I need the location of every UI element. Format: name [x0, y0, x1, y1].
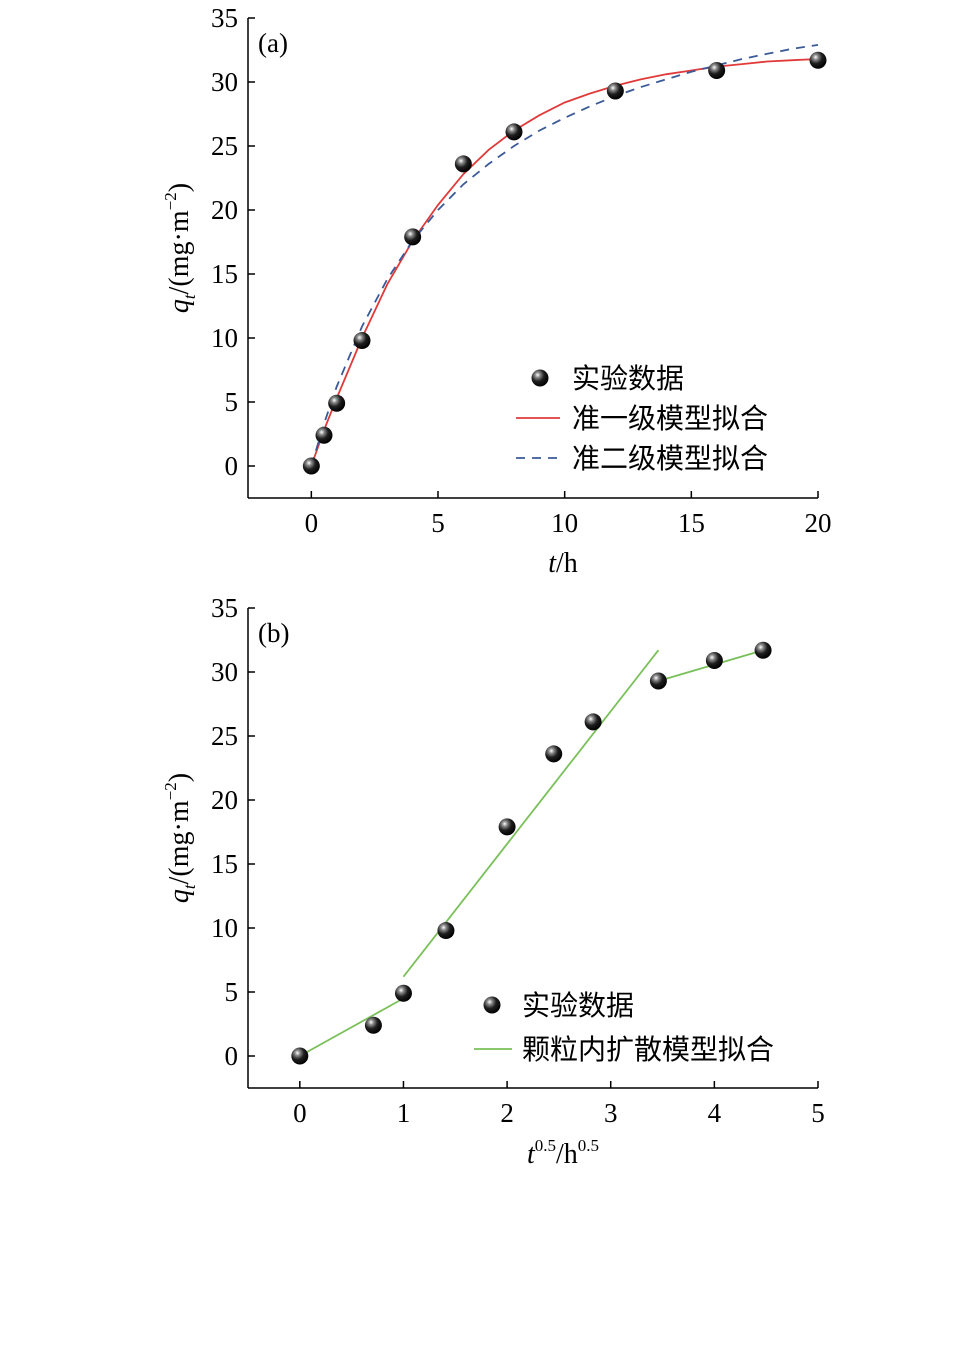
x-tick-label: 4	[708, 1098, 722, 1128]
legend-point-marker	[483, 996, 501, 1014]
y-tick-label: 0	[225, 451, 239, 481]
legend-label: 准二级模型拟合	[572, 442, 768, 475]
y-label-var: q	[164, 299, 195, 313]
y-tick-label: 30	[211, 657, 238, 687]
panel-label: (b)	[258, 618, 289, 648]
x-label-unit: /h	[556, 548, 578, 579]
data-point	[404, 228, 422, 246]
x-tick-label: 0	[293, 1098, 307, 1128]
data-point	[754, 641, 772, 659]
data-point	[364, 1016, 382, 1034]
data-point	[705, 651, 723, 669]
x-label-var: t	[527, 1139, 536, 1170]
data-point	[606, 82, 624, 100]
y-tick-label: 20	[211, 785, 238, 815]
y-label-exp: −2	[161, 782, 180, 800]
data-point	[505, 123, 523, 141]
x-tick-label: 3	[604, 1098, 618, 1128]
x-tick-label: 1	[397, 1098, 411, 1128]
y-tick-label: 5	[225, 387, 239, 417]
y-label-sub: t	[180, 883, 199, 889]
legend-label: 准一级模型拟合	[572, 402, 768, 435]
y-label-close: )	[164, 773, 195, 782]
y-tick-label: 35	[211, 3, 238, 33]
y-axis-label: qt/(mg·m−2)	[161, 183, 199, 313]
x-tick-label: 10	[551, 508, 578, 538]
y-tick-label: 15	[211, 259, 238, 289]
data-point	[437, 922, 455, 940]
y-label-var: q	[164, 889, 195, 903]
y-tick-label: 10	[211, 913, 238, 943]
y-tick-label: 35	[211, 593, 238, 623]
y-label-exp: −2	[161, 192, 180, 210]
x-tick-label: 0	[305, 508, 319, 538]
x-tick-label: 20	[805, 508, 832, 538]
legend-label: 实验数据	[522, 989, 634, 1022]
y-label-close: )	[164, 183, 195, 192]
data-point	[394, 984, 412, 1002]
x-tick-label: 2	[500, 1098, 514, 1128]
y-tick-label: 15	[211, 849, 238, 879]
data-point	[809, 51, 827, 69]
legend-label: 颗粒内扩散模型拟合	[522, 1033, 774, 1066]
data-point	[649, 672, 667, 690]
data-point	[545, 745, 563, 763]
legend-point-marker	[531, 369, 549, 387]
y-label-sub: t	[180, 293, 199, 299]
x-label-exp: 0.5	[535, 1136, 556, 1155]
x-label-unit-exp: 0.5	[578, 1136, 599, 1155]
y-axis-label: qt/(mg·m−2)	[161, 773, 199, 903]
y-tick-label: 10	[211, 323, 238, 353]
x-axis-label: t/h	[548, 548, 578, 579]
data-point	[353, 332, 371, 350]
y-tick-label: 20	[211, 195, 238, 225]
data-point	[498, 818, 516, 836]
panel-label: (a)	[258, 28, 288, 58]
data-point	[454, 155, 472, 173]
x-label-var: t	[548, 548, 557, 579]
x-label-unit: /h	[556, 1139, 578, 1170]
y-tick-label: 30	[211, 67, 238, 97]
data-point	[328, 394, 346, 412]
y-label-unit: /(mg·m	[164, 800, 195, 884]
legend-label: 实验数据	[572, 362, 684, 395]
data-point	[302, 457, 320, 475]
x-tick-label: 5	[811, 1098, 825, 1128]
x-axis-label: t0.5/h0.5	[527, 1136, 599, 1170]
y-label-unit: /(mg·m	[164, 210, 195, 294]
series-line	[310, 58, 819, 467]
y-tick-label: 0	[225, 1041, 239, 1071]
data-point	[584, 713, 602, 731]
data-point	[315, 426, 333, 444]
x-tick-label: 5	[431, 508, 445, 538]
series-segment	[299, 997, 404, 1057]
y-tick-label: 25	[211, 721, 238, 751]
data-point	[291, 1047, 309, 1065]
x-tick-label: 15	[678, 508, 705, 538]
data-point	[708, 61, 726, 79]
y-tick-label: 25	[211, 131, 238, 161]
y-tick-label: 5	[225, 977, 239, 1007]
